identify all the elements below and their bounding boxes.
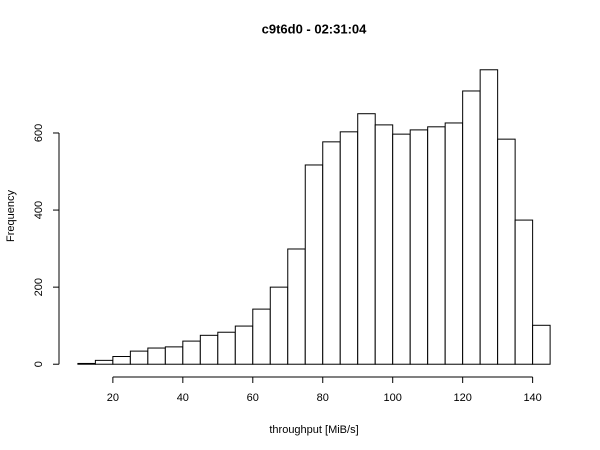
y-axis-label: Frequency <box>5 190 17 242</box>
x-axis-label: throughput [MiB/s] <box>269 424 358 436</box>
bar <box>164 346 184 365</box>
bar <box>182 340 201 365</box>
x-tick-label: 60 <box>247 392 259 404</box>
x-tick-label: 20 <box>107 392 119 404</box>
x-tick-label: 140 <box>523 392 541 404</box>
x-tick-label: 120 <box>453 392 471 404</box>
bar <box>252 308 271 365</box>
bar <box>409 129 429 365</box>
x-tick-label: 40 <box>177 392 189 404</box>
bar <box>427 126 446 365</box>
y-tick-label: 400 <box>33 201 45 219</box>
bar <box>234 325 254 365</box>
bar <box>199 334 219 365</box>
bar <box>514 219 534 365</box>
bar <box>77 362 96 365</box>
bar <box>269 286 289 365</box>
bar <box>374 124 394 365</box>
x-tick-label: 80 <box>317 392 329 404</box>
bar <box>147 347 166 365</box>
bar <box>94 359 114 365</box>
x-tick-label: 100 <box>384 392 402 404</box>
bar <box>444 122 464 365</box>
y-tick-label: 600 <box>33 124 45 142</box>
bar <box>217 331 236 365</box>
bar <box>497 138 516 365</box>
bar <box>339 131 359 365</box>
bar <box>392 133 411 365</box>
bar <box>287 248 306 365</box>
bar <box>357 113 376 365</box>
bar <box>129 350 149 365</box>
y-tick-label: 0 <box>33 361 45 367</box>
bar <box>322 141 341 365</box>
y-tick-label: 200 <box>33 278 45 296</box>
bar <box>479 69 499 365</box>
chart-title: c9t6d0 - 02:31:04 <box>262 21 368 36</box>
bar <box>304 164 324 365</box>
bar <box>112 356 131 365</box>
bar <box>532 324 551 365</box>
bar <box>462 90 481 365</box>
